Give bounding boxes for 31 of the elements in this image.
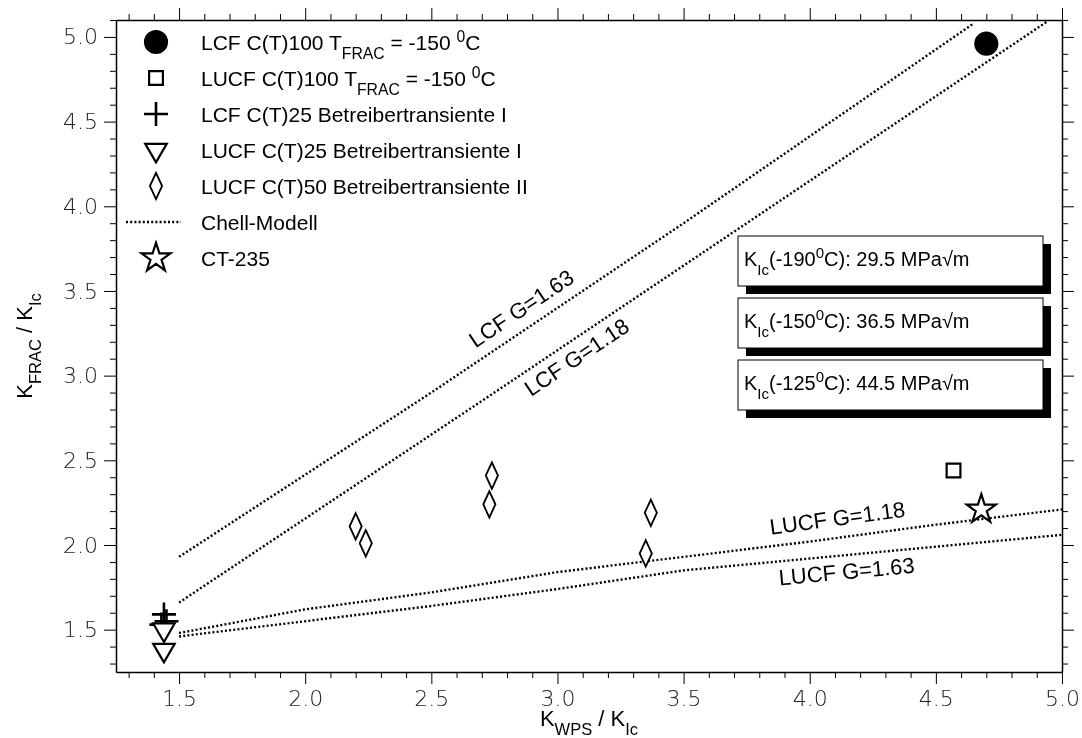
point [974, 31, 999, 56]
x-tick-label: 1.5 [162, 685, 198, 711]
legend-label: LCF C(T)25 Betreibertransiente I [201, 103, 507, 126]
x-tick-label: 2.0 [288, 685, 324, 711]
legend-label: LUCF C(T)25 Betreibertransiente I [201, 139, 522, 162]
point [945, 462, 962, 479]
legend-label: Chell-Modell [201, 211, 318, 234]
x-tick-label: 2.5 [414, 685, 450, 711]
point [963, 491, 999, 525]
annotation: LUCF G=1.63 [777, 552, 916, 591]
y-tick-label: 2.0 [63, 532, 98, 558]
annotation: K$_{Ic}$(-125$^{0}$C): 44.5 MPa√m [744, 367, 970, 402]
legend-label: LUCF C(T)100 T$_{FRAC}$ = -150 $^{0}$C [201, 63, 496, 98]
y-tick-label: 4.0 [63, 193, 98, 219]
y-tick-label: 4.5 [63, 109, 98, 135]
y-tick-label: 3.0 [63, 363, 98, 389]
legend-label: LUCF C(T)50 Betreibertransiente II [201, 175, 528, 198]
annotation: LUCF G=1.18 [768, 496, 907, 540]
line-series [177, 22, 975, 559]
y-tick-label: 1.5 [63, 617, 98, 643]
legend-label: LCF C(T)100 T$_{FRAC}$ = -150 $^{0}$C [201, 27, 481, 62]
x-tick-label: 3.5 [666, 685, 702, 711]
x-tick-label: 4.5 [918, 685, 954, 711]
legend-label: CT-235 [201, 247, 270, 270]
y-tick-label: 3.5 [63, 278, 98, 304]
y-tick-label: 2.5 [63, 447, 98, 473]
annotation: K$_{Ic}$(-150$^{0}$C): 36.5 MPa√m [744, 305, 970, 340]
x-tick-label: 5.0 [1045, 685, 1080, 711]
x-tick-label: 4.0 [792, 685, 828, 711]
y-tick-label: 5.0 [63, 24, 98, 50]
annotation: K$_{Ic}$(-190$^{0}$C): 29.5 MPa√m [744, 243, 970, 278]
